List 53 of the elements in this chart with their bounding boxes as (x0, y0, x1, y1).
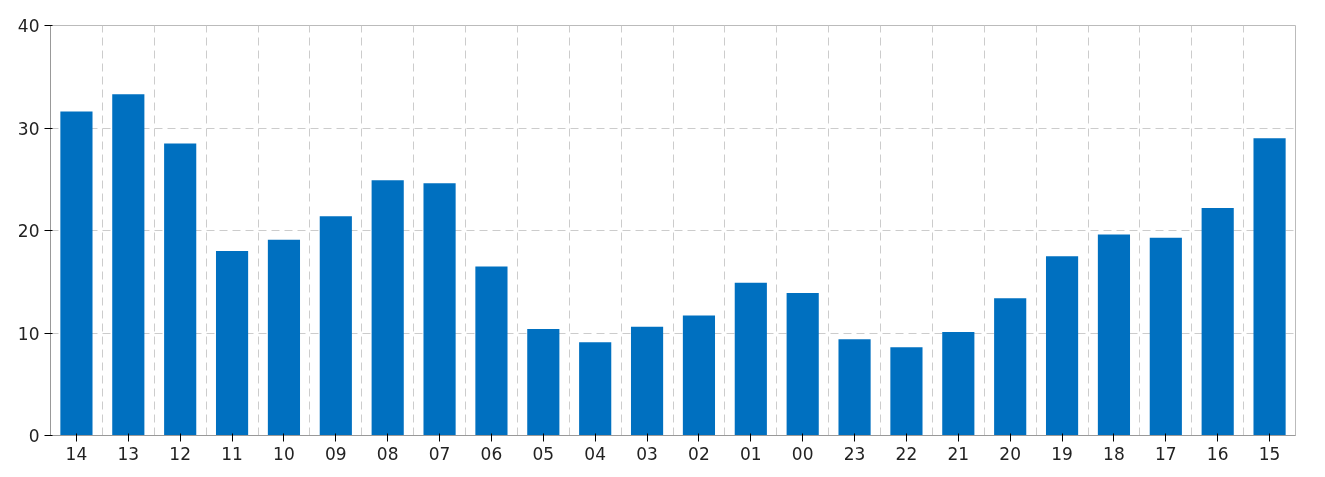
bar (1201, 207, 1234, 436)
x-tick-label: 19 (1051, 443, 1073, 464)
x-tick-label: 04 (584, 443, 607, 464)
bar (682, 315, 716, 436)
y-tick-label: 10 (17, 323, 40, 344)
y-tick-label: 0 (28, 426, 40, 446)
bar (475, 266, 508, 436)
y-tick-label: 20 (17, 221, 40, 241)
bar (890, 347, 923, 436)
bar (1253, 138, 1286, 436)
bar (734, 282, 767, 436)
x-tick-label: 08 (376, 443, 399, 464)
bar (786, 293, 819, 436)
x-tick-label: 09 (325, 443, 347, 464)
x-tick-label: 01 (740, 443, 762, 464)
bar (371, 180, 404, 436)
bar (267, 239, 301, 436)
bar (1097, 234, 1131, 436)
x-tick-label: 03 (636, 443, 658, 464)
x-tick-label: 06 (480, 443, 503, 464)
bar (527, 328, 560, 436)
x-tick-label: 00 (791, 443, 814, 464)
bar (942, 331, 975, 436)
x-tick-label: 18 (1103, 443, 1125, 464)
bar (423, 183, 456, 436)
x-tick-label: 11 (221, 443, 243, 464)
y-tick-label: 30 (17, 118, 40, 139)
x-tick-label: 21 (947, 443, 970, 464)
x-tick-label: 13 (117, 443, 140, 464)
y-tick-label: 40 (17, 16, 40, 36)
bar (60, 111, 93, 436)
x-tick-label: 14 (65, 443, 88, 464)
x-tick-label: 12 (169, 443, 192, 464)
bar (630, 326, 664, 436)
x-tick-label: 07 (428, 443, 451, 464)
x-tick-label: 10 (273, 443, 295, 464)
bar (1149, 237, 1182, 436)
x-tick-label: 23 (843, 443, 866, 464)
x-tick-label: 16 (1206, 443, 1229, 464)
x-tick-label: 17 (1155, 443, 1177, 464)
bar (164, 143, 197, 436)
bar (319, 216, 352, 436)
bar (112, 94, 145, 436)
bar (215, 251, 249, 436)
x-tick-label: 20 (999, 443, 1022, 464)
x-tick-label: 15 (1258, 443, 1281, 464)
bar (579, 342, 612, 436)
x-tick-label: 02 (688, 443, 710, 464)
bar (1045, 256, 1079, 436)
bar (838, 339, 871, 436)
x-tick-label: 05 (532, 443, 555, 464)
x-tick-label: 22 (895, 443, 918, 464)
bar (994, 298, 1027, 436)
